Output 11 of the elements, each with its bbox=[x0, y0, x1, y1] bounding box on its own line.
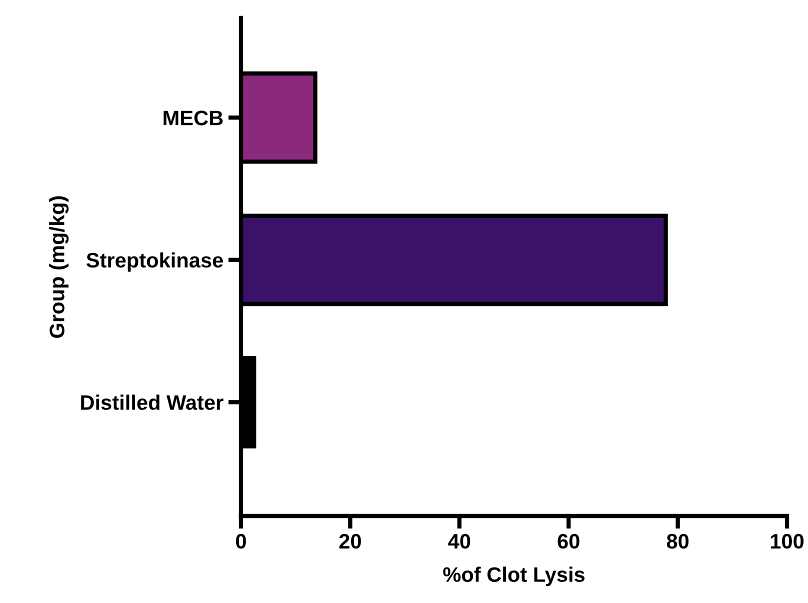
x-tick-label: 20 bbox=[339, 534, 361, 549]
y-tick-label: Streptokinase bbox=[86, 252, 223, 272]
x-axis-title: %of Clot Lysis bbox=[443, 566, 585, 586]
y-tick-label: Distilled Water bbox=[81, 394, 224, 410]
x-tick-label: 0 bbox=[236, 534, 246, 549]
x-tick-label: 80 bbox=[666, 534, 689, 549]
y-axis-title: Group (mg/kg) bbox=[49, 196, 69, 338]
y-tick-label: MECB bbox=[164, 110, 223, 126]
x-tick-label: 40 bbox=[448, 534, 470, 549]
x-tick-label: 100 bbox=[770, 534, 804, 549]
x-tick-label: 60 bbox=[558, 534, 580, 549]
